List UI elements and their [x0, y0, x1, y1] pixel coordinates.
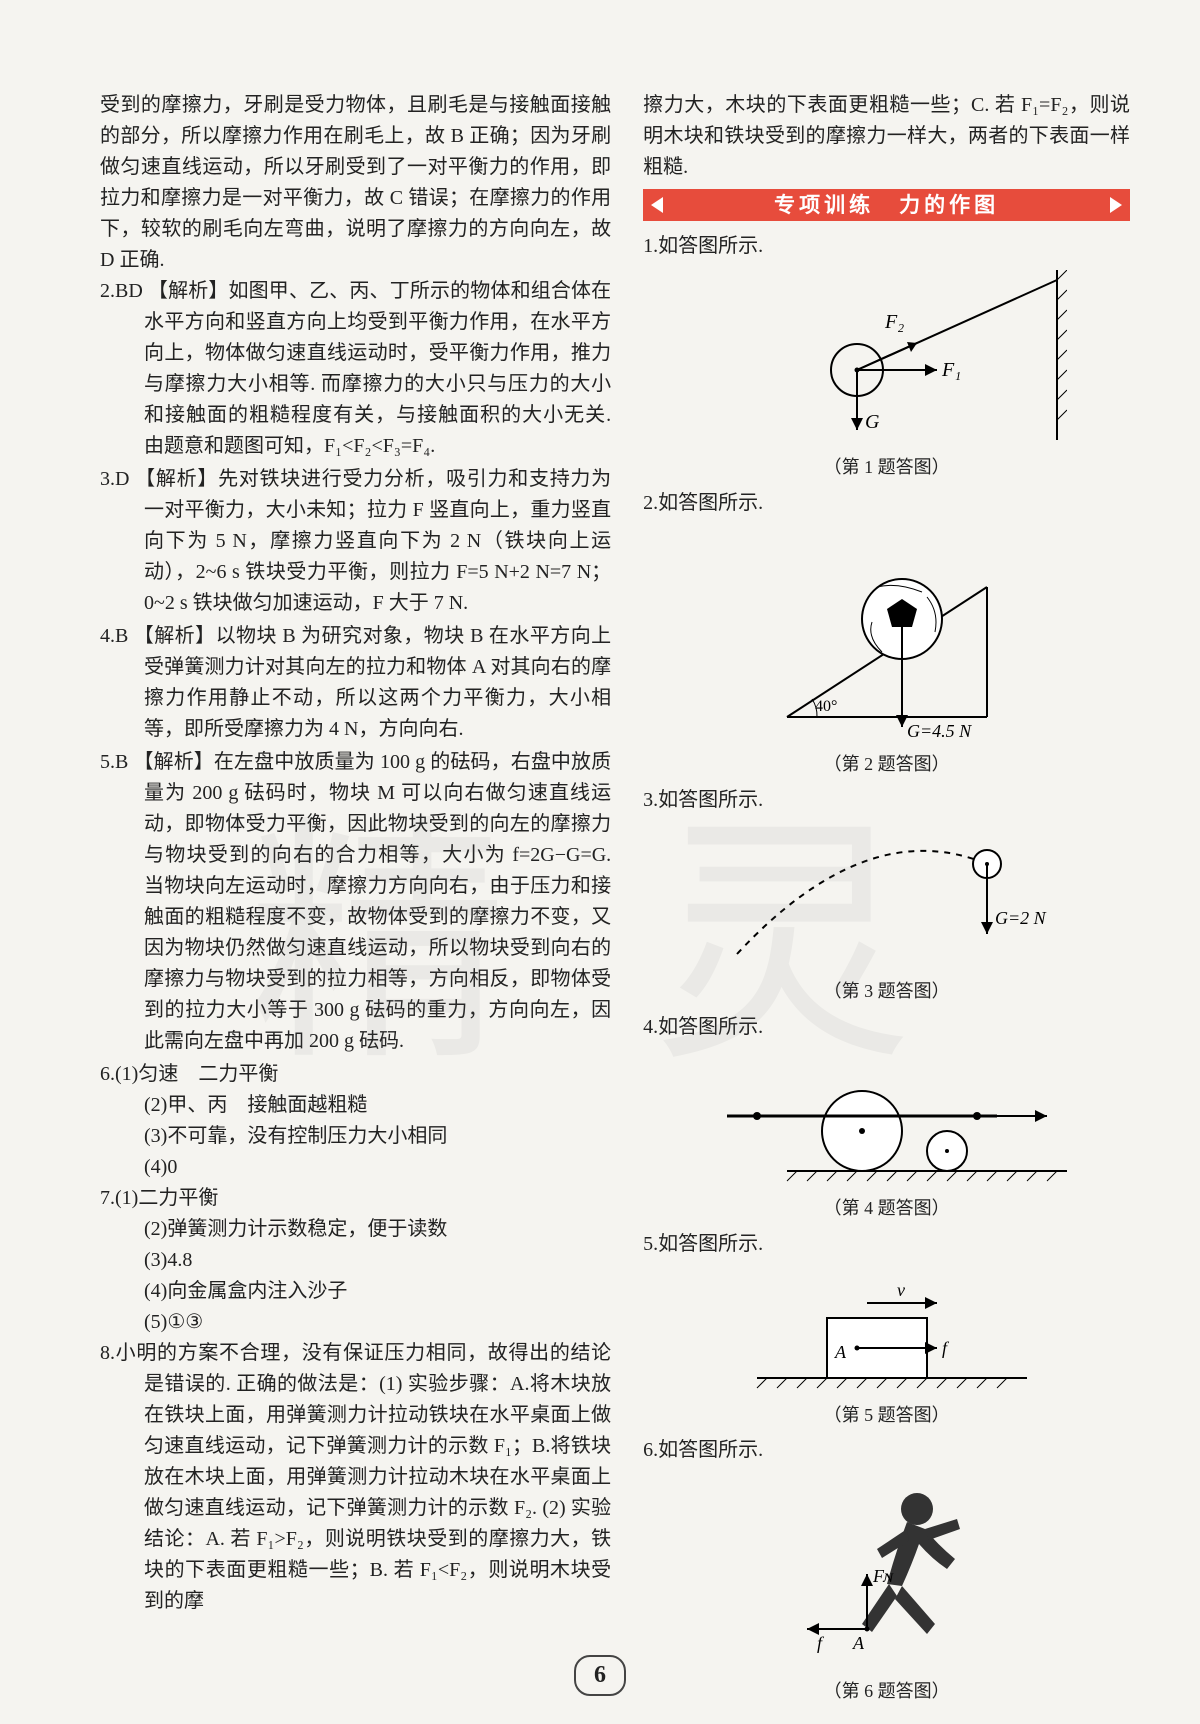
svg-text:A: A	[852, 1633, 865, 1653]
diagram-4: （第 4 题答图）	[643, 1051, 1130, 1223]
answer-7-1: 7.(1)二力平衡	[100, 1183, 611, 1214]
diagram-3-caption: （第 3 题答图）	[643, 978, 1130, 1006]
svg-text:40°: 40°	[815, 698, 837, 715]
diagram-2-label: 2.如答图所示.	[643, 488, 1130, 519]
answer-8: 8.小明的方案不合理，没有保证压力相同，故得出的结论是错误的. 正确的做法是：(…	[100, 1338, 611, 1617]
answer-3: 3.D 【解析】先对铁块进行受力分析，吸引力和支持力为一对平衡力，大小未知；拉力…	[100, 464, 611, 619]
answer-2: 2.BD 【解析】如图甲、乙、丙、丁所示的物体和组合体在水平方向和竖直方向上均受…	[100, 276, 611, 462]
diagram-3-label: 3.如答图所示.	[643, 785, 1130, 816]
answer-6-3: (3)不可靠，没有控制压力大小相同	[100, 1121, 611, 1152]
svg-text:F₁: F₁	[941, 359, 961, 381]
svg-text:Fɴ: Fɴ	[872, 1566, 894, 1586]
answer-7-4: (4)向金属盒内注入沙子	[100, 1276, 611, 1307]
answer-8-continued: 擦力大，木块的下表面更粗糙一些；C. 若 F₁=F₂，则说明木块和铁块受到的摩擦…	[643, 90, 1130, 183]
intro-paragraph: 受到的摩擦力，牙刷是受力物体，且刷毛是与接触面接触的部分，所以摩擦力作用在刷毛上…	[100, 90, 611, 276]
diagram-1-label: 1.如答图所示.	[643, 231, 1130, 262]
diagram-6: A Fɴ f （第 6 题答图）	[643, 1474, 1130, 1706]
triangle-left-icon	[651, 197, 663, 213]
answer-7-5: (5)①③	[100, 1307, 611, 1338]
right-column: 擦力大，木块的下表面更粗糙一些；C. 若 F₁=F₂，则说明木块和铁块受到的摩擦…	[643, 90, 1130, 1630]
svg-text:v: v	[897, 1280, 905, 1300]
two-column-layout: 受到的摩擦力，牙刷是受力物体，且刷毛是与接触面接触的部分，所以摩擦力作用在刷毛上…	[100, 90, 1130, 1630]
answer-4: 4.B 【解析】以物块 B 为研究对象，物块 B 在水平方向上受弹簧测力计对其向…	[100, 621, 611, 745]
svg-text:f: f	[942, 1338, 950, 1358]
svg-text:G: G	[865, 411, 880, 433]
svg-text:G=4.5 N: G=4.5 N	[907, 721, 972, 741]
answer-6-1: 6.(1)匀速 二力平衡	[100, 1059, 611, 1090]
answer-7-3: (3)4.8	[100, 1245, 611, 1276]
diagram-6-label: 6.如答图所示.	[643, 1435, 1130, 1466]
diagram-1-caption: （第 1 题答图）	[643, 454, 1130, 482]
diagram-5-caption: （第 5 题答图）	[643, 1402, 1130, 1430]
answer-6-4: (4)0	[100, 1152, 611, 1183]
left-column: 受到的摩擦力，牙刷是受力物体，且刷毛是与接触面接触的部分，所以摩擦力作用在刷毛上…	[100, 90, 611, 1630]
diagram-2-caption: （第 2 题答图）	[643, 751, 1130, 779]
diagram-4-label: 4.如答图所示.	[643, 1012, 1130, 1043]
diagram-3: G=2 N （第 3 题答图）	[643, 824, 1130, 1006]
svg-text:f: f	[817, 1633, 825, 1653]
page-number: 6	[574, 1655, 626, 1696]
diagram-5: v A f （第 5 题答图）	[643, 1268, 1130, 1430]
svg-text:A: A	[834, 1342, 847, 1362]
diagram-5-label: 5.如答图所示.	[643, 1229, 1130, 1260]
answer-6-2: (2)甲、丙 接触面越粗糙	[100, 1090, 611, 1121]
section-title: 专项训练 力的作图	[677, 189, 1096, 222]
diagram-6-caption: （第 6 题答图）	[643, 1678, 1130, 1706]
answer-7-2: (2)弹簧测力计示数稳定，便于读数	[100, 1214, 611, 1245]
diagram-4-caption: （第 4 题答图）	[643, 1195, 1130, 1223]
diagram-2: 40° G=4.5 N （第 2 题答图）	[643, 527, 1130, 779]
svg-text:G=2 N: G=2 N	[995, 908, 1047, 928]
section-banner: 专项训练 力的作图	[643, 189, 1130, 221]
triangle-right-icon	[1110, 197, 1122, 213]
diagram-1: F₂ F₁ G （第 1 题答图）	[643, 270, 1130, 482]
answer-5: 5.B 【解析】在左盘中放质量为 100 g 的砝码，右盘中放质量为 200 g…	[100, 747, 611, 1057]
svg-text:F₂: F₂	[884, 311, 904, 333]
